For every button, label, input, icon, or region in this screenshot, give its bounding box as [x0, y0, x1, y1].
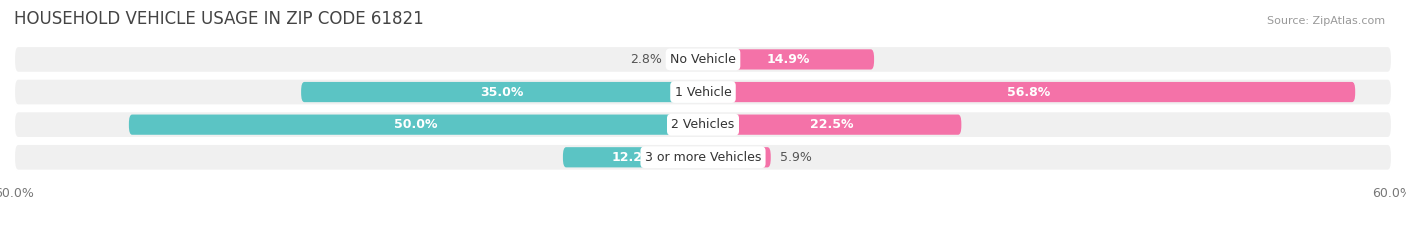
Text: 5.9%: 5.9% [780, 151, 811, 164]
FancyBboxPatch shape [14, 144, 1392, 171]
Text: 3 or more Vehicles: 3 or more Vehicles [645, 151, 761, 164]
Text: 1 Vehicle: 1 Vehicle [675, 86, 731, 99]
Text: Source: ZipAtlas.com: Source: ZipAtlas.com [1267, 16, 1385, 26]
Text: 14.9%: 14.9% [766, 53, 810, 66]
Text: No Vehicle: No Vehicle [671, 53, 735, 66]
FancyBboxPatch shape [14, 79, 1392, 105]
Text: 35.0%: 35.0% [481, 86, 524, 99]
FancyBboxPatch shape [703, 82, 1355, 102]
FancyBboxPatch shape [703, 115, 962, 135]
FancyBboxPatch shape [14, 111, 1392, 138]
FancyBboxPatch shape [562, 147, 703, 167]
FancyBboxPatch shape [301, 82, 703, 102]
FancyBboxPatch shape [703, 147, 770, 167]
Text: 12.2%: 12.2% [612, 151, 655, 164]
FancyBboxPatch shape [703, 49, 875, 69]
FancyBboxPatch shape [671, 49, 703, 69]
Text: 56.8%: 56.8% [1008, 86, 1050, 99]
Text: 2 Vehicles: 2 Vehicles [672, 118, 734, 131]
FancyBboxPatch shape [14, 46, 1392, 73]
Legend: Owner-occupied, Renter-occupied: Owner-occupied, Renter-occupied [569, 229, 837, 233]
Text: HOUSEHOLD VEHICLE USAGE IN ZIP CODE 61821: HOUSEHOLD VEHICLE USAGE IN ZIP CODE 6182… [14, 10, 423, 28]
Text: 2.8%: 2.8% [630, 53, 662, 66]
Text: 22.5%: 22.5% [810, 118, 853, 131]
FancyBboxPatch shape [129, 115, 703, 135]
Text: 50.0%: 50.0% [394, 118, 437, 131]
